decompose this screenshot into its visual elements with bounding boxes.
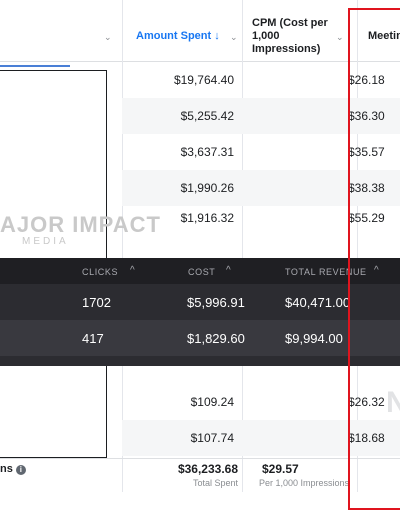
- cpm-cell: $36.30: [348, 109, 385, 123]
- column-divider: [357, 0, 358, 492]
- column-header-amount-spent[interactable]: Amount Spent ↓: [136, 30, 220, 43]
- cpm-cell: $35.57: [348, 145, 385, 159]
- chevron-down-icon[interactable]: ⌄: [104, 32, 112, 42]
- cost-cell: $1,829.60: [187, 331, 245, 346]
- table-row[interactable]: $1,990.26 $38.38: [122, 170, 400, 206]
- overlay-header: CLICKS ^ COST ^ TOTAL REVENUE ^: [0, 258, 400, 284]
- amount-spent-cell: $1,990.26: [180, 181, 234, 195]
- sort-descending-icon: ↓: [214, 30, 220, 42]
- watermark-logo-mark: N: [386, 386, 400, 419]
- results-summary-label: ns i: [0, 463, 26, 475]
- sort-icon[interactable]: ^: [374, 265, 379, 276]
- overlay-footer-band: [0, 356, 400, 366]
- chevron-down-icon[interactable]: ⌄: [230, 32, 238, 42]
- column-header-label: Amount Spent: [136, 30, 212, 42]
- cpm-cell: $18.68: [348, 431, 385, 445]
- amount-spent-cell: $107.74: [190, 431, 234, 445]
- table-row[interactable]: $5,255.42 $36.30: [122, 98, 400, 134]
- table-row[interactable]: $109.24 $26.32: [122, 384, 400, 420]
- cpm-cell: $26.32: [348, 395, 385, 409]
- cpm-cell: $26.18: [348, 73, 385, 87]
- table-header: ⌄ Amount Spent ↓ ⌄ CPM (Cost per 1,000 I…: [0, 0, 400, 62]
- clicks-cell: 417: [82, 331, 104, 346]
- amount-spent-cell: $19,764.40: [173, 73, 234, 87]
- amount-spent-cell: $3,637.31: [180, 145, 234, 159]
- cpm-cell: $38.38: [348, 181, 385, 195]
- table-footer: [0, 458, 400, 492]
- amount-spent-cell: $109.24: [190, 395, 234, 409]
- highlight-box: [348, 8, 400, 510]
- amount-spent-cell: $5,255.42: [180, 109, 234, 123]
- overlay-header-clicks[interactable]: CLICKS: [82, 267, 119, 277]
- column-header-meetings[interactable]: Meetin: [368, 30, 400, 42]
- column-header-label: Impressions): [252, 43, 321, 55]
- sort-icon[interactable]: ^: [226, 265, 231, 276]
- cpm-cell: $55.29: [348, 211, 385, 225]
- column-header-cpm[interactable]: CPM (Cost per 1,000 Impressions): [252, 17, 328, 56]
- campaign-name-link[interactable]: [0, 64, 80, 69]
- info-icon[interactable]: i: [15, 465, 26, 475]
- revenue-cell: $40,471.00: [285, 295, 351, 310]
- overlay-row[interactable]: 417 $1,829.60 $9,994.00: [0, 320, 400, 356]
- clicks-cell: 1702: [82, 295, 111, 310]
- table-row[interactable]: $1,916.32 $55.29: [122, 200, 400, 236]
- overlay-header-cost[interactable]: COST: [188, 267, 216, 277]
- total-amount-caption: Total Spent: [192, 478, 238, 488]
- chevron-down-icon[interactable]: ⌄: [336, 32, 344, 42]
- watermark-logo-sub: MEDIA: [22, 236, 69, 247]
- cost-cell: $5,996.91: [187, 295, 245, 310]
- amount-spent-cell: $1,916.32: [180, 211, 234, 225]
- column-header-label: CPM (Cost per: [252, 17, 328, 29]
- column-divider: [122, 0, 123, 492]
- total-cpm: $29.57: [262, 462, 299, 476]
- sort-icon[interactable]: ^: [130, 265, 135, 276]
- table-row[interactable]: $19,764.40 $26.18: [122, 62, 400, 98]
- total-cpm-caption: Per 1,000 Impressions: [259, 478, 350, 488]
- summary-label-text: ns: [0, 463, 13, 475]
- column-header-label: 1,000: [252, 30, 280, 42]
- table-row[interactable]: $3,637.31 $35.57: [122, 134, 400, 170]
- revenue-cell: $9,994.00: [285, 331, 343, 346]
- total-amount-spent: $36,233.68: [177, 462, 238, 476]
- overlay-row[interactable]: 1702 $5,996.91 $40,471.00: [0, 284, 400, 320]
- watermark-logo: AJOR IMPACT: [0, 212, 161, 237]
- revenue-overlay-table: CLICKS ^ COST ^ TOTAL REVENUE ^ 1702 $5,…: [0, 258, 400, 366]
- table-row[interactable]: $107.74 $18.68: [122, 420, 400, 456]
- overlay-header-total-revenue[interactable]: TOTAL REVENUE: [285, 267, 367, 277]
- column-divider: [242, 0, 243, 492]
